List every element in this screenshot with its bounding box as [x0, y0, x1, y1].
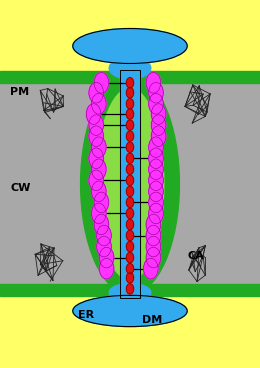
Circle shape: [126, 219, 134, 230]
Circle shape: [149, 192, 163, 213]
Circle shape: [99, 247, 114, 268]
Circle shape: [126, 208, 134, 219]
Circle shape: [126, 241, 134, 252]
Circle shape: [92, 203, 106, 224]
Circle shape: [126, 120, 134, 130]
Ellipse shape: [73, 29, 187, 64]
Circle shape: [146, 225, 161, 246]
Circle shape: [149, 148, 163, 169]
Circle shape: [92, 159, 106, 180]
Circle shape: [149, 181, 163, 202]
Circle shape: [149, 203, 163, 224]
Circle shape: [126, 109, 134, 119]
Ellipse shape: [109, 283, 151, 302]
Circle shape: [89, 82, 103, 103]
Bar: [120, 70, 140, 298]
Text: ER: ER: [78, 309, 94, 320]
Text: DM: DM: [142, 315, 162, 325]
Circle shape: [151, 126, 166, 146]
Circle shape: [151, 104, 166, 124]
Circle shape: [126, 153, 134, 163]
Circle shape: [151, 115, 166, 135]
Circle shape: [126, 186, 134, 197]
Circle shape: [97, 225, 111, 246]
Bar: [0, 83, 260, 284]
Ellipse shape: [81, 74, 179, 294]
Circle shape: [149, 137, 163, 158]
Circle shape: [126, 263, 134, 274]
Circle shape: [126, 197, 134, 208]
Circle shape: [144, 258, 158, 279]
Circle shape: [149, 93, 163, 114]
Circle shape: [92, 93, 106, 114]
Circle shape: [146, 247, 161, 268]
Bar: [0, 71, 260, 83]
Circle shape: [126, 273, 134, 283]
Circle shape: [92, 181, 106, 202]
Circle shape: [89, 126, 103, 146]
Circle shape: [126, 252, 134, 263]
Bar: [120, 70, 140, 298]
Circle shape: [94, 72, 109, 93]
Circle shape: [126, 99, 134, 109]
Circle shape: [149, 159, 163, 180]
Text: CA: CA: [187, 251, 204, 261]
Circle shape: [89, 115, 103, 135]
Circle shape: [92, 137, 106, 158]
Circle shape: [126, 284, 134, 294]
Text: CW: CW: [10, 183, 31, 193]
Circle shape: [126, 142, 134, 152]
Circle shape: [94, 192, 109, 213]
Text: PM: PM: [10, 87, 30, 97]
Circle shape: [86, 104, 101, 124]
Circle shape: [146, 72, 161, 93]
Circle shape: [126, 175, 134, 185]
Circle shape: [126, 78, 134, 88]
Circle shape: [99, 258, 114, 279]
Circle shape: [89, 170, 103, 191]
Bar: [0, 284, 260, 296]
Ellipse shape: [73, 295, 187, 327]
Circle shape: [89, 148, 103, 169]
Circle shape: [146, 236, 161, 257]
Ellipse shape: [109, 57, 151, 79]
Ellipse shape: [96, 88, 164, 280]
Circle shape: [126, 164, 134, 174]
Circle shape: [94, 214, 109, 235]
Circle shape: [149, 82, 163, 103]
Circle shape: [126, 88, 134, 98]
Circle shape: [126, 131, 134, 141]
Circle shape: [126, 230, 134, 241]
Circle shape: [146, 214, 161, 235]
Circle shape: [97, 236, 111, 257]
Circle shape: [149, 170, 163, 191]
